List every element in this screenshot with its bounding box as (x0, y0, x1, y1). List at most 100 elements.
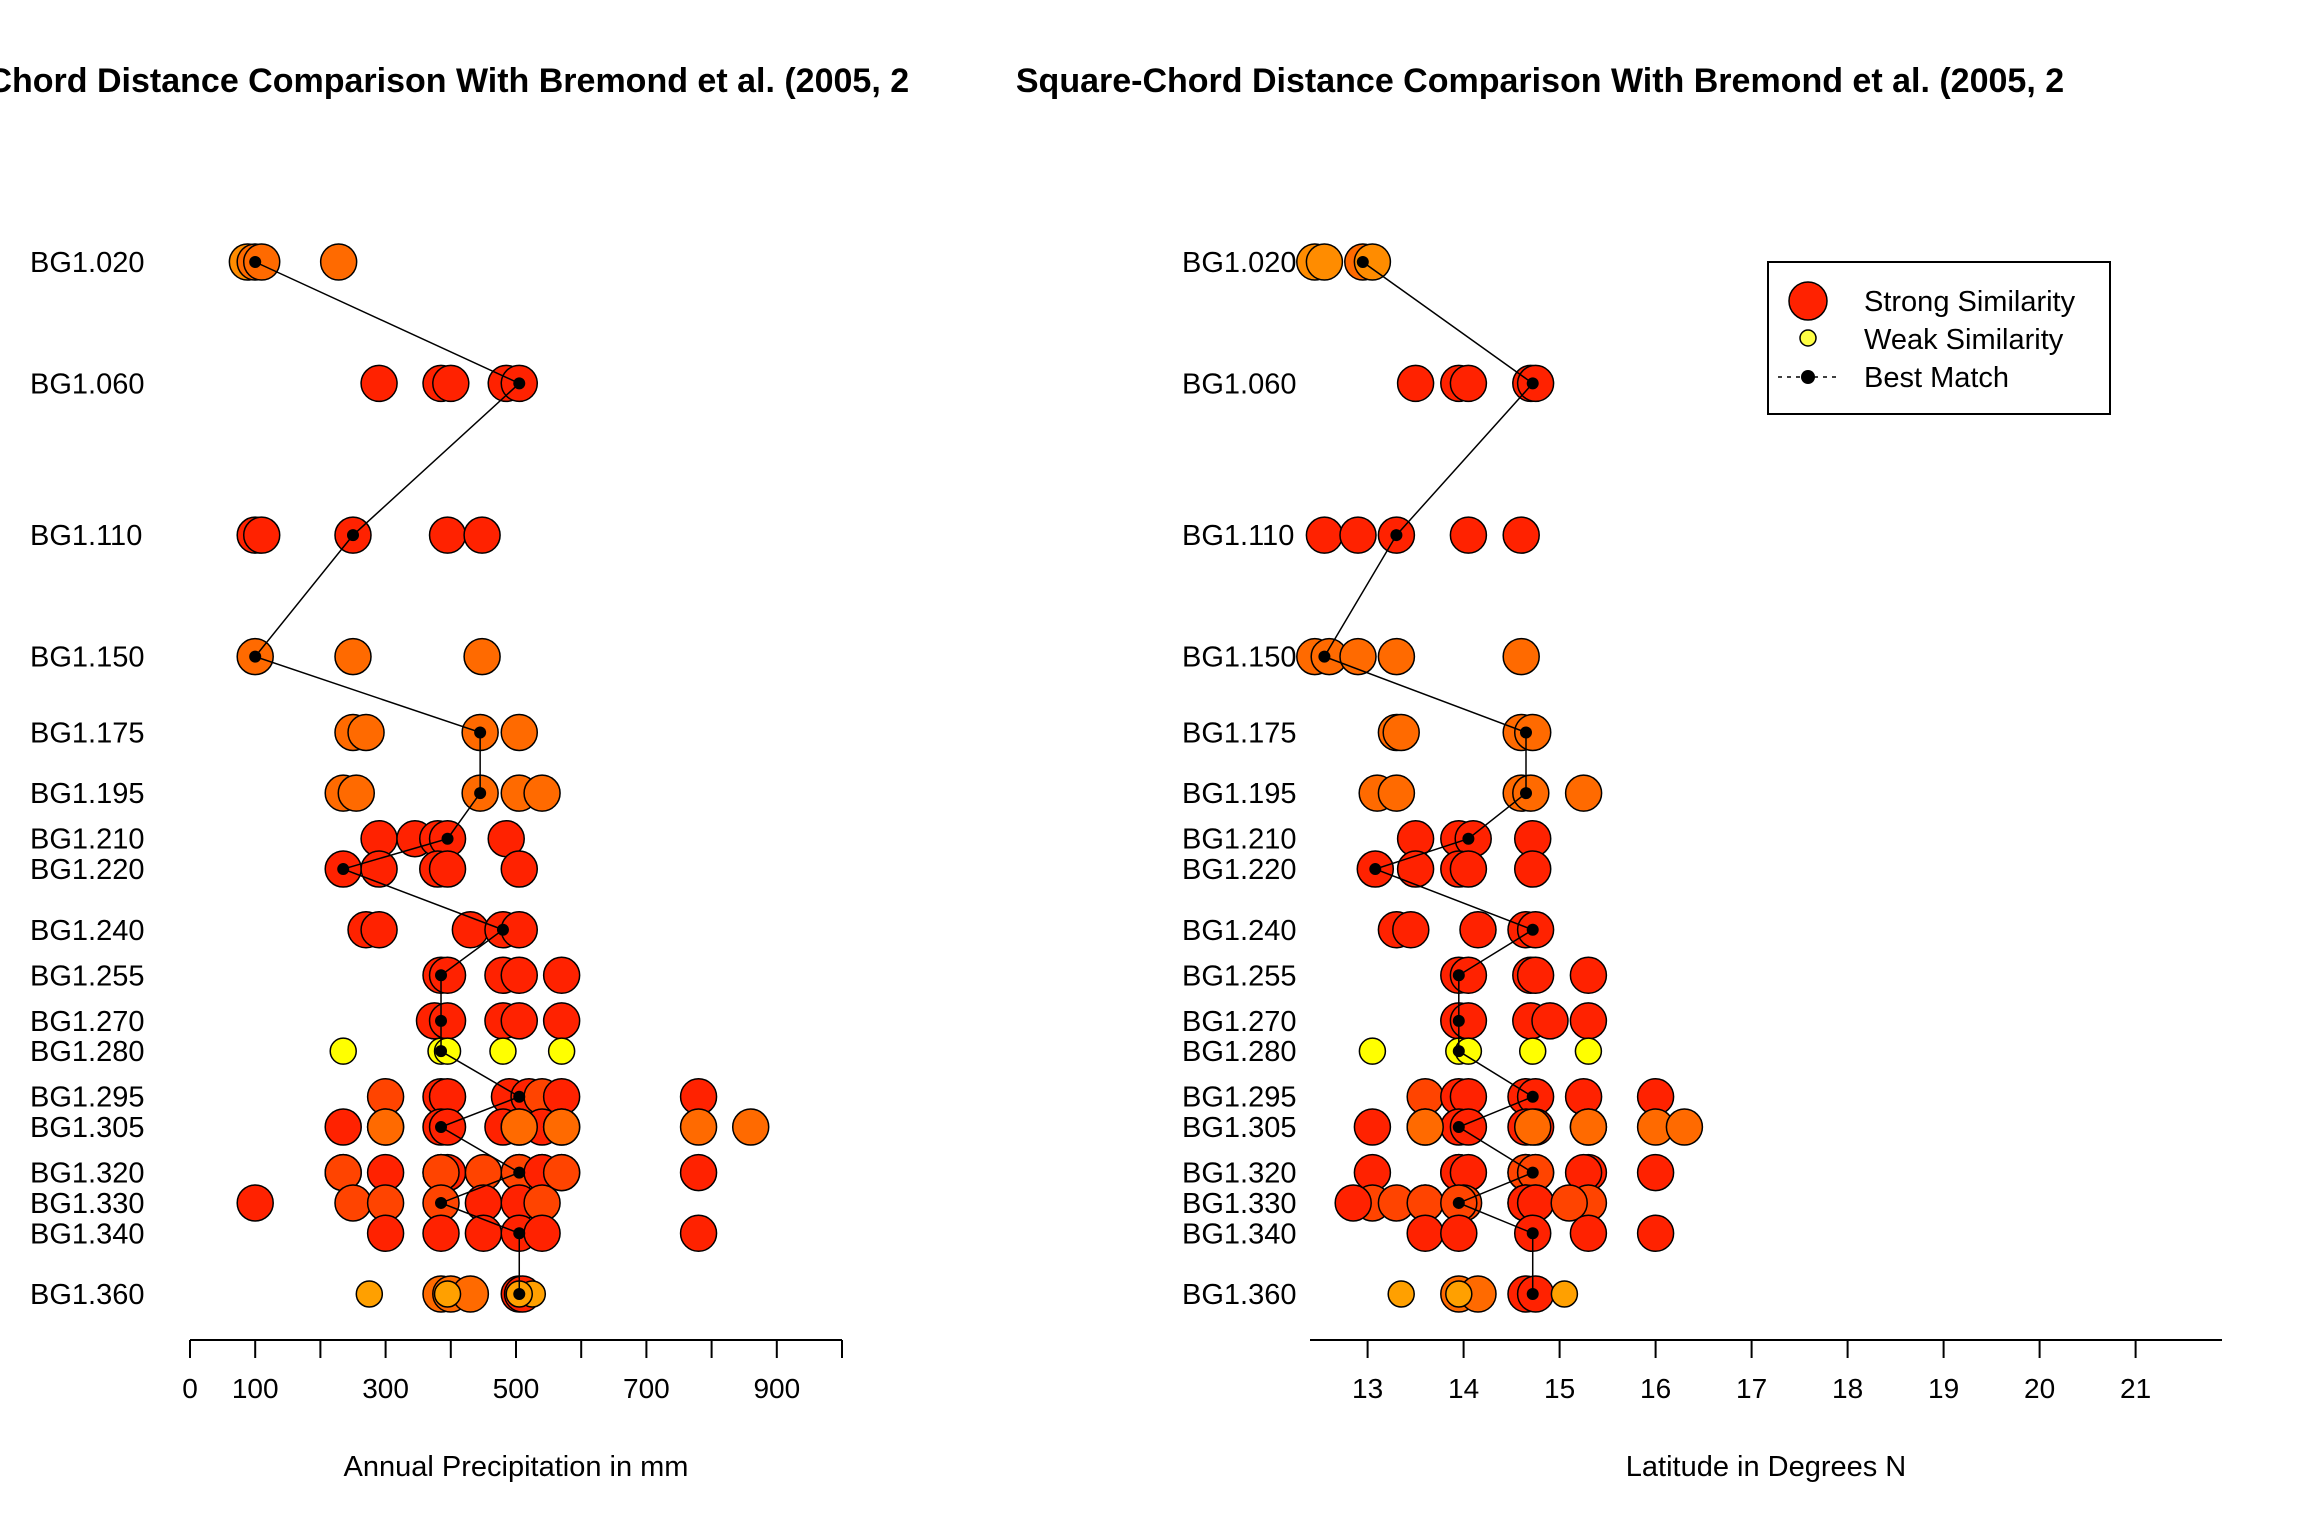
best-match-point (1526, 1227, 1539, 1240)
sample-label: BG1.175 (1182, 717, 1296, 749)
similarity-point (1636, 1153, 1675, 1192)
similarity-point (334, 637, 372, 676)
sample-label: BG1.210 (30, 824, 144, 856)
similarity-point (1382, 713, 1420, 752)
similarity-point (1550, 1184, 1588, 1222)
best-match-point (1526, 1090, 1539, 1103)
legend-best-label: Best Match (1864, 362, 2009, 394)
similarity-point (366, 1214, 405, 1253)
legend-best-marker (1801, 370, 1815, 384)
similarity-point (679, 1108, 718, 1146)
similarity-point (422, 1214, 460, 1253)
legend-strong-marker (1788, 281, 1828, 321)
sample-label: BG1.295 (1182, 1082, 1296, 1114)
best-match-point (1526, 377, 1539, 390)
x-tick-label: 500 (493, 1373, 540, 1404)
data-points (228, 243, 770, 1313)
sample-label: BG1.150 (1182, 642, 1296, 674)
best-match-point (1318, 650, 1331, 663)
sample-label: BG1.320 (30, 1158, 144, 1190)
similarity-point (242, 243, 281, 281)
sample-label: BG1.360 (1182, 1279, 1296, 1311)
best-match-point (1452, 1121, 1465, 1134)
similarity-point (1550, 1280, 1579, 1308)
similarity-point (1305, 243, 1344, 281)
x-tick-label: 100 (232, 1373, 279, 1404)
similarity-point (679, 1214, 718, 1253)
similarity-point (500, 713, 539, 752)
similarity-point (542, 1002, 581, 1040)
x-tick-label: 14 (1448, 1373, 1479, 1404)
best-match-point (1369, 863, 1382, 876)
similarity-point (1449, 516, 1488, 554)
similarity-point (242, 516, 281, 554)
x-axis-title: Latitude in Degrees N (1626, 1451, 1907, 1483)
similarity-point (1569, 956, 1608, 995)
similarity-point (1392, 911, 1430, 949)
similarity-point (1531, 1002, 1569, 1040)
similarity-point (679, 1153, 718, 1192)
similarity-point (1406, 1214, 1444, 1253)
legend-strong-label: Strong Similarity (1864, 286, 2076, 318)
similarity-point (500, 1002, 539, 1040)
best-match-point (435, 1121, 448, 1134)
best-match-point (1526, 1288, 1539, 1300)
sample-label: BG1.305 (1182, 1112, 1296, 1144)
x-tick-label: 18 (1832, 1373, 1863, 1404)
similarity-point (337, 774, 376, 812)
sample-label: BG1.240 (30, 915, 144, 947)
best-match-point (513, 1227, 526, 1240)
x-tick-label: 13 (1352, 1373, 1383, 1404)
similarity-point (1459, 911, 1497, 949)
best-match-point (496, 923, 509, 936)
similarity-point (428, 956, 467, 995)
legend-box (1767, 261, 2111, 415)
best-match-point (435, 969, 448, 982)
similarity-point (334, 1184, 372, 1222)
x-tick-label: 700 (623, 1373, 670, 1404)
sample-label: BG1.330 (30, 1188, 144, 1220)
best-match-point (441, 832, 454, 845)
x-tick-label: 19 (1928, 1373, 1959, 1404)
legend-weak-label: Weak Similarity (1864, 324, 2064, 356)
similarity-point (1387, 1280, 1415, 1308)
similarity-point (1339, 516, 1377, 554)
sample-label: BG1.280 (1182, 1036, 1296, 1068)
similarity-point (1396, 364, 1435, 403)
sample-label: BG1.340 (30, 1218, 144, 1250)
sample-label: BG1.305 (30, 1112, 144, 1144)
x-tick-label: 17 (1736, 1373, 1767, 1404)
best-match-point (513, 1288, 526, 1300)
similarity-point (360, 850, 398, 888)
best-match-point (347, 529, 359, 542)
legend: Strong Similarity Weak Similarity Best Mat… (1767, 261, 2111, 415)
sample-label: BG1.210 (1182, 824, 1296, 856)
similarity-point (1513, 850, 1552, 888)
similarity-point (236, 1184, 274, 1222)
best-match-point (1452, 1014, 1465, 1027)
best-match-point (474, 726, 487, 739)
similarity-point (1513, 713, 1552, 752)
similarity-point (1665, 1108, 1704, 1146)
best-match-point (513, 1090, 526, 1103)
similarity-point (1358, 1037, 1387, 1065)
best-match-point (1520, 787, 1532, 800)
sample-label: BG1.255 (1182, 960, 1296, 992)
similarity-point (500, 850, 539, 888)
sample-label: BG1.295 (30, 1082, 144, 1114)
similarity-point (1502, 516, 1540, 554)
similarity-point (360, 911, 398, 949)
similarity-point (500, 1108, 539, 1146)
similarity-point (428, 1108, 467, 1146)
similarity-point (1569, 1002, 1608, 1040)
similarity-point (319, 243, 358, 281)
sample-label: BG1.340 (1182, 1218, 1296, 1250)
similarity-point (1406, 1108, 1444, 1146)
x-tick-label: 20 (2024, 1373, 2055, 1404)
sample-label: BG1.060 (30, 368, 144, 400)
similarity-point (1518, 1037, 1547, 1065)
x-tick-label: 300 (362, 1373, 409, 1404)
best-match-point (249, 256, 262, 268)
best-match-point (1356, 256, 1369, 268)
